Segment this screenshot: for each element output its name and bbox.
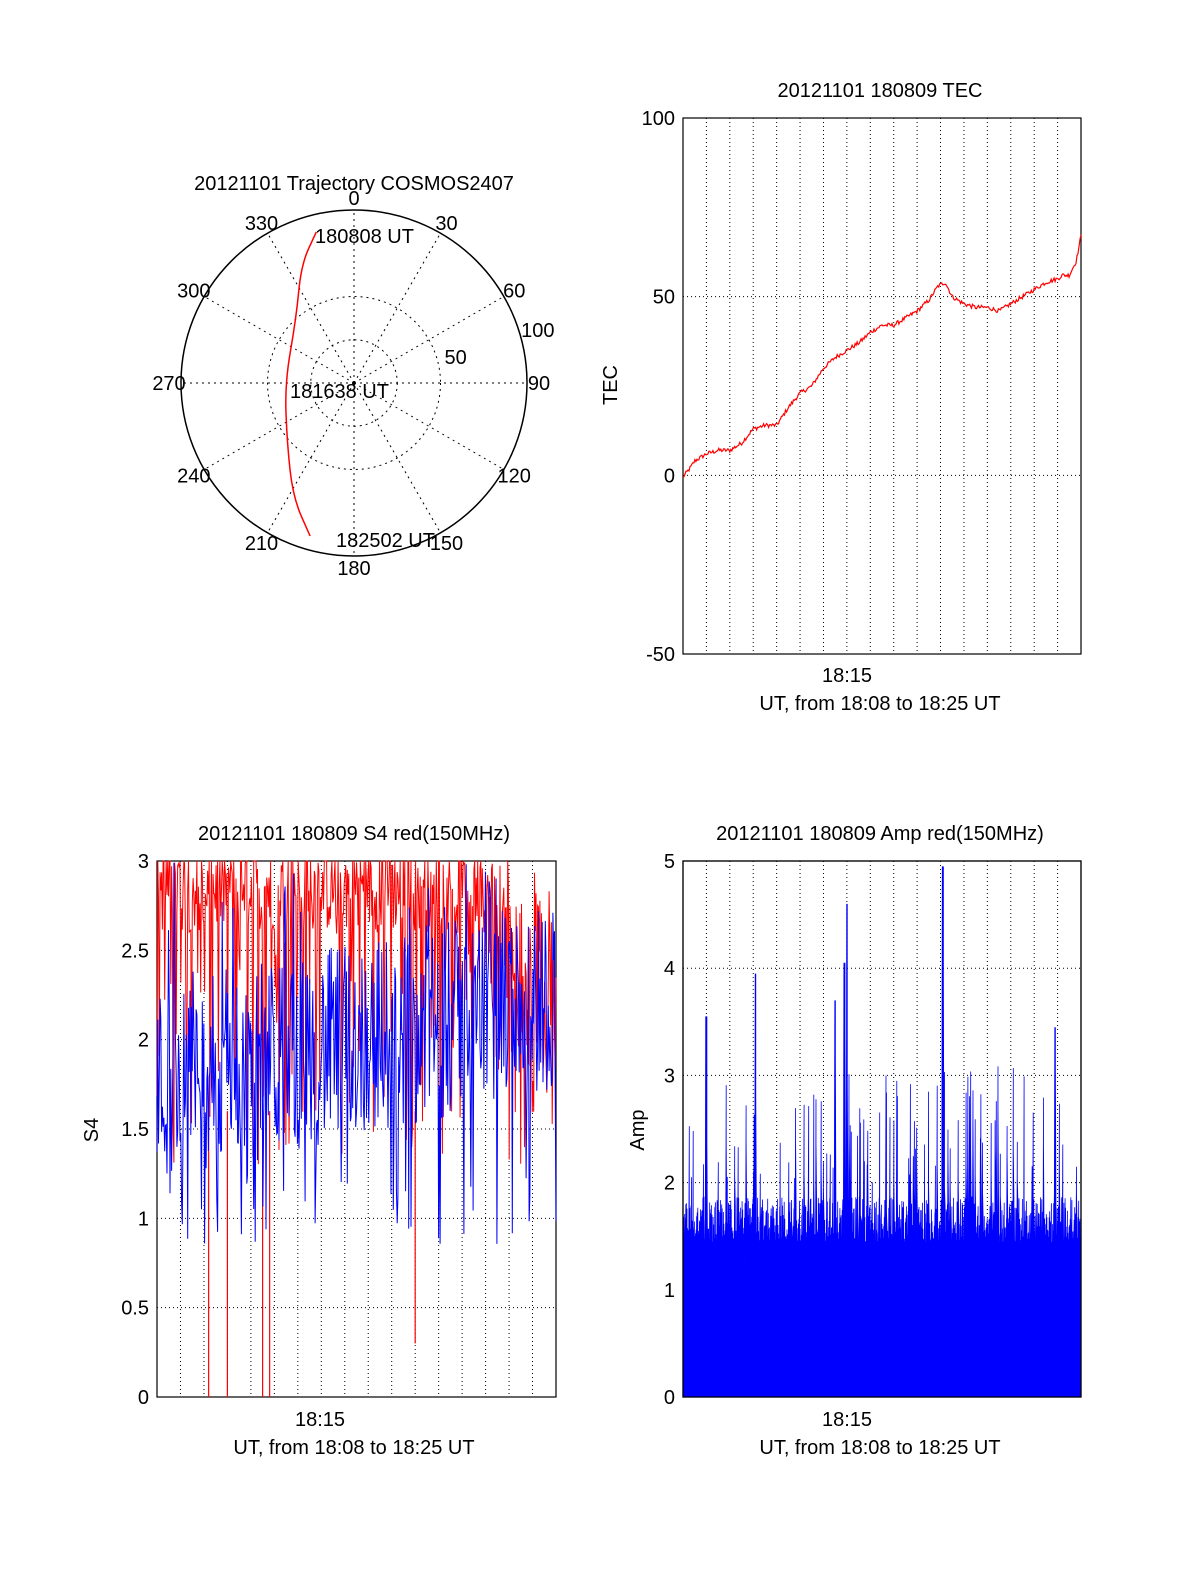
polar-angle-label: 30: [435, 213, 457, 235]
polar-angle-label: 240: [177, 466, 210, 488]
amp-ytick-label: 2: [664, 1173, 675, 1195]
s4-ytick-label: 3: [138, 851, 149, 873]
amp-ytick-label: 5: [664, 851, 675, 873]
polar-angle-label: 180: [337, 558, 370, 580]
polar-spoke: [203, 382, 355, 470]
polar-spoke: [353, 382, 505, 470]
polar-ring: [180, 209, 528, 557]
polar-angle-label: 330: [245, 213, 278, 235]
polar-mid-label: 181638 UT: [290, 381, 389, 403]
polar-radial-label: 100: [521, 320, 554, 342]
amp-chart: 20121101 180809 Amp red(150MHz) Amp 18:1…: [627, 823, 1082, 1459]
tec-title: 20121101 180809 TEC: [778, 80, 983, 102]
polar-angle-label: 150: [430, 533, 463, 555]
amp-frame-top: [682, 860, 1082, 1398]
tec-frame: [682, 117, 1082, 655]
tec-grid: [683, 117, 1081, 655]
s4-xtick-label: 18:15: [295, 1409, 345, 1431]
polar-angle-label: 90: [528, 373, 550, 395]
s4-ytick-label: 2.5: [121, 940, 149, 962]
polar-spoke: [203, 296, 355, 384]
s4-ytick-label: 0.5: [121, 1298, 149, 1320]
polar-radial-label: 50: [444, 347, 466, 369]
polar-angle-label: 210: [245, 533, 278, 555]
polar-angle-label: 60: [503, 281, 525, 303]
tec-xtick-label: 18:15: [822, 665, 872, 687]
s4-ylabel: S4: [81, 1118, 103, 1142]
polar-angle-label: 0: [348, 188, 359, 210]
polar-spoke: [353, 232, 441, 384]
tec-chart: 20121101 180809 TEC TEC 18:15 UT, from 1…: [600, 80, 1082, 715]
amp-xtick-label: 18:15: [822, 1409, 872, 1431]
polar-angle-label: 300: [177, 281, 210, 303]
polar-spoke: [267, 232, 355, 384]
amp-ytick-label: 1: [664, 1280, 675, 1302]
s4-ytick-label: 2: [138, 1030, 149, 1052]
amp-ylabel: Amp: [627, 1109, 649, 1150]
tec-ylabel: TEC: [600, 365, 622, 405]
trajectory-line: [285, 231, 317, 537]
s4-red-series: [156, 860, 557, 1165]
polar-spoke: [353, 296, 505, 384]
s4-title: 20121101 180809 S4 red(150MHz): [198, 823, 510, 845]
amp-grid: [683, 860, 1081, 1398]
amp-ytick-label: 3: [664, 1065, 675, 1087]
amp-ytick-label: 4: [664, 958, 675, 980]
tec-xlabel: UT, from 18:08 to 18:25 UT: [759, 693, 1000, 715]
polar-title: 20121101 Trajectory COSMOS2407: [194, 173, 514, 195]
polar-start-label: 180808 UT: [315, 226, 414, 248]
amp-xlabel: UT, from 18:08 to 18:25 UT: [759, 1437, 1000, 1459]
tec-ytick-label: 100: [642, 108, 675, 130]
polar-end-label: 182502 UT: [336, 530, 435, 552]
polar-grid: [180, 209, 528, 557]
s4-ytick-label: 0: [138, 1387, 149, 1409]
polar-spoke: [267, 382, 355, 534]
s4-ytick-label: 1: [138, 1208, 149, 1230]
polar-ring: [267, 296, 441, 470]
s4-blue-series: [156, 862, 557, 1244]
amp-ytick-label: 0: [664, 1387, 675, 1409]
tec-ytick-label: -50: [646, 644, 675, 666]
s4-xlabel: UT, from 18:08 to 18:25 UT: [233, 1437, 474, 1459]
polar-angle-label: 120: [498, 466, 531, 488]
tec-ytick-label: 50: [653, 287, 675, 309]
polar-spoke: [353, 382, 441, 534]
s4-chart: 20121101 180809 S4 red(150MHz) S4 18:15 …: [81, 823, 557, 1459]
s4-ytick-label: 1.5: [121, 1119, 149, 1141]
polar-trajectory-chart: 20121101 Trajectory COSMOS2407 180808 UT…: [152, 173, 554, 580]
polar-angle-label: 270: [152, 373, 185, 395]
tec-series-line: [682, 234, 1082, 478]
tec-ytick-label: 0: [664, 465, 675, 487]
amp-title: 20121101 180809 Amp red(150MHz): [716, 823, 1044, 845]
amp-series-area: [682, 866, 1082, 1398]
